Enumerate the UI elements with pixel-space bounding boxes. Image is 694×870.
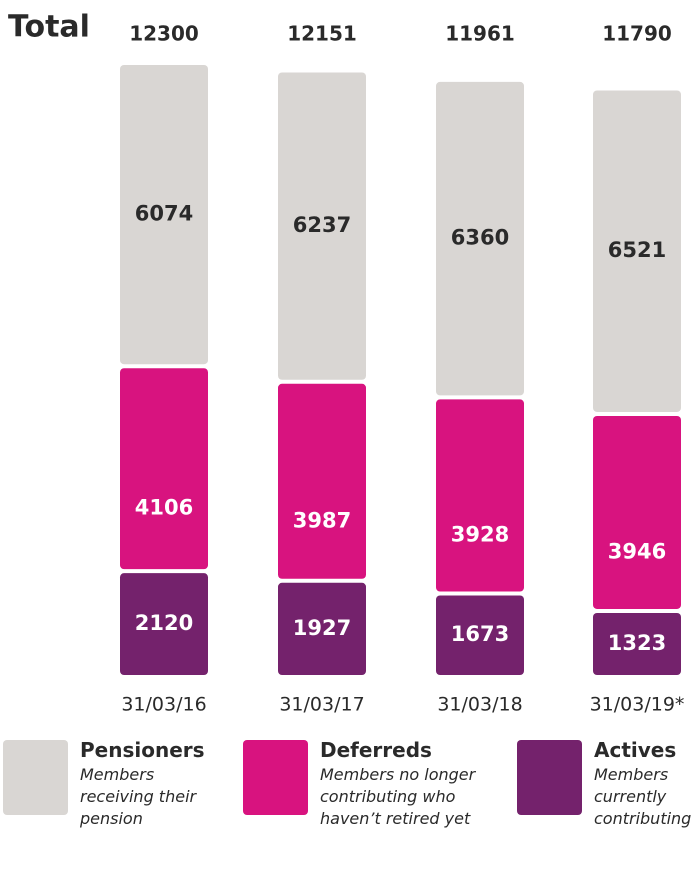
- x-tick-label: 31/03/18: [437, 694, 522, 716]
- data-label: 1323: [608, 631, 666, 655]
- data-label: 2120: [135, 611, 193, 635]
- legend-description: Members no longer contributing who haven…: [320, 765, 476, 828]
- legend-description: Members receiving their pension: [80, 765, 197, 828]
- data-label: 3946: [608, 539, 666, 563]
- total-label: 12300: [129, 22, 199, 46]
- legend-swatch: [517, 740, 582, 815]
- legend-label: Actives: [594, 738, 677, 762]
- data-label: 6074: [135, 202, 193, 226]
- data-label: 6237: [293, 213, 351, 237]
- data-label: 6360: [451, 226, 509, 250]
- x-tick-label: 31/03/17: [279, 694, 364, 716]
- bar-segment: [278, 383, 366, 579]
- bar-segment: [436, 81, 524, 396]
- bar-segment: [593, 612, 681, 675]
- legend-description: Members currently contributing: [594, 765, 692, 828]
- bar-segment: [120, 65, 208, 365]
- bar-segment: [278, 582, 366, 675]
- x-tick-label: 31/03/16: [121, 694, 206, 716]
- legend-swatch: [3, 740, 68, 815]
- data-label: 3928: [451, 522, 509, 546]
- x-tick-label: 31/03/19*: [590, 694, 685, 716]
- chart: Total 2120 4106 6074 12300 31/03/16 1927 3987 6…: [8, 10, 685, 716]
- chart-title: Total: [8, 10, 90, 45]
- bar-segment: [593, 415, 681, 609]
- bar-segment: [120, 368, 208, 570]
- data-label: 4106: [135, 496, 193, 520]
- total-label: 12151: [287, 22, 357, 46]
- data-label: 3987: [293, 508, 351, 532]
- total-label: 11961: [445, 22, 515, 46]
- bar-segment: [436, 399, 524, 592]
- bar-segment: [593, 90, 681, 412]
- legend-swatch: [243, 740, 308, 815]
- total-label: 11790: [602, 22, 672, 46]
- data-label: 6521: [608, 238, 666, 262]
- bar-segment: [120, 573, 208, 675]
- data-label: 1673: [451, 622, 509, 646]
- legend-label: Deferreds: [320, 738, 432, 762]
- data-label: 1927: [293, 616, 351, 640]
- legend-label: Pensioners: [80, 738, 205, 762]
- bar-segment: [278, 72, 366, 380]
- bar-segment: [436, 595, 524, 675]
